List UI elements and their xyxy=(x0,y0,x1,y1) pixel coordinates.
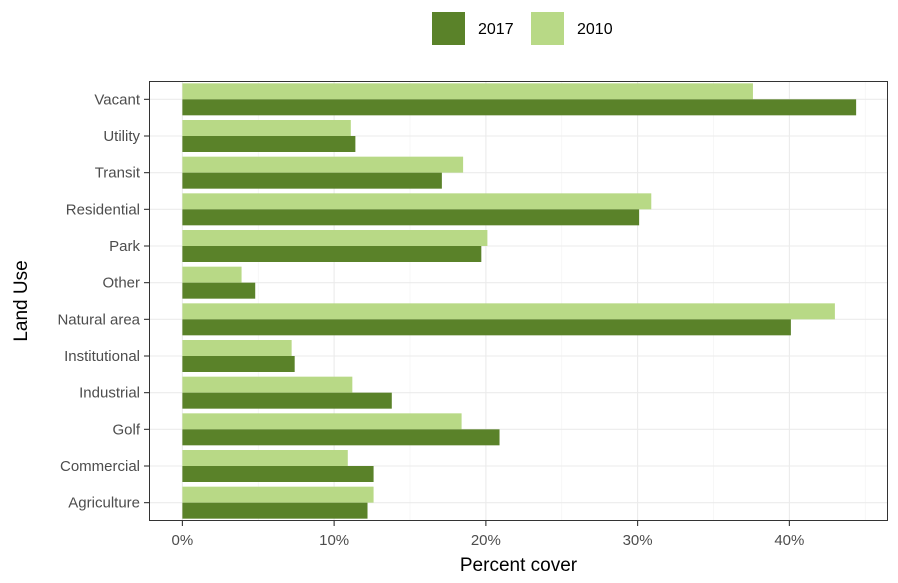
y-tick-label: Utility xyxy=(103,128,140,145)
x-axis-title: Percent cover xyxy=(460,555,578,576)
y-tick-label: Park xyxy=(109,238,140,255)
bar-2010-agriculture xyxy=(182,486,374,503)
bar-2010-other xyxy=(182,266,242,283)
y-tick-label: Industrial xyxy=(79,385,140,402)
legend-label-2010: 2010 xyxy=(577,21,613,38)
x-tick-label: 30% xyxy=(623,532,653,549)
bar-2010-golf xyxy=(182,413,462,430)
legend-key-2017 xyxy=(432,12,465,45)
plot-border xyxy=(149,81,888,521)
bar-2017-residential xyxy=(182,209,640,226)
y-axis: Agriculture Commercial Golf Industrial Insti… xyxy=(57,91,149,512)
legend-label-2017: 2017 xyxy=(478,21,514,38)
bar-2017-vacant xyxy=(182,99,857,116)
x-tick-label: 20% xyxy=(471,532,501,549)
bar-2010-park xyxy=(182,230,488,246)
bar-2010-residential xyxy=(182,193,652,210)
bar-2010-utility xyxy=(182,120,351,136)
y-tick-label: Transit xyxy=(95,165,141,182)
y-tick-label: Residential xyxy=(66,201,140,218)
bar-2017-industrial xyxy=(182,392,392,409)
bar-2017-golf xyxy=(182,429,500,446)
bar-2017-park xyxy=(182,246,482,262)
bars xyxy=(182,83,857,519)
y-tick-label: Vacant xyxy=(94,91,140,108)
y-tick-label: Golf xyxy=(112,421,140,438)
bar-2017-utility xyxy=(182,136,356,152)
bar-2010-industrial xyxy=(182,376,353,393)
plot-panel xyxy=(149,81,888,521)
legend-key-2010 xyxy=(531,12,564,45)
x-axis: 0% 10% 20% 30% 40% xyxy=(172,521,804,549)
bar-2010-natural-area xyxy=(182,303,835,320)
legend: 2017 2010 xyxy=(432,12,613,45)
bar-2010-institutional xyxy=(182,340,292,356)
x-tick-label: 0% xyxy=(172,532,194,549)
bar-2017-other xyxy=(182,282,256,299)
x-tick-label: 40% xyxy=(774,532,804,549)
y-tick-label: Agriculture xyxy=(68,495,140,512)
bar-2010-commercial xyxy=(182,450,348,466)
y-tick-label: Commercial xyxy=(60,458,140,475)
y-axis-title: Land Use xyxy=(11,260,32,341)
y-tick-label: Institutional xyxy=(64,348,140,365)
bar-2010-vacant xyxy=(182,83,753,100)
bar-2017-agriculture xyxy=(182,502,368,519)
y-tick-label: Other xyxy=(102,275,140,292)
bar-2010-transit xyxy=(182,156,464,173)
bar-2017-institutional xyxy=(182,356,295,372)
y-tick-label: Natural area xyxy=(57,311,140,328)
bar-2017-transit xyxy=(182,172,442,189)
bar-2017-natural-area xyxy=(182,319,791,336)
x-tick-label: 10% xyxy=(319,532,349,549)
bar-2017-commercial xyxy=(182,466,374,482)
